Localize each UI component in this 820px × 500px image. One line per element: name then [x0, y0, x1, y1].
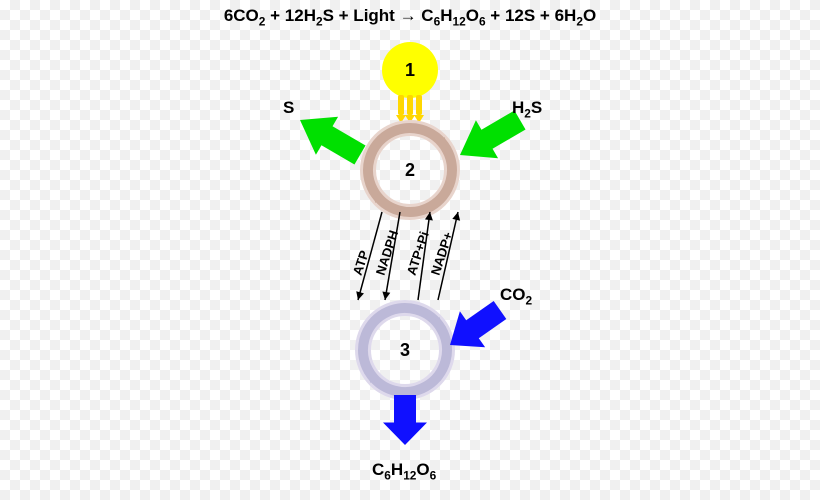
svg-text:2: 2 [405, 160, 415, 180]
arrow-s-out [300, 117, 366, 165]
label-s: S [283, 98, 294, 118]
arrow-glucose-out [383, 395, 427, 445]
light-source: 1 [382, 42, 438, 123]
label-co2: CO2 [500, 285, 532, 307]
cycle-3: 3 [363, 308, 447, 392]
label-glucose: C6H12O6 [372, 460, 436, 482]
svg-text:3: 3 [400, 340, 410, 360]
arrow-co2-in [450, 301, 506, 347]
cycle-2: 2 [368, 128, 452, 212]
label-h2s: H2S [512, 98, 542, 120]
svg-text:1: 1 [405, 60, 415, 80]
